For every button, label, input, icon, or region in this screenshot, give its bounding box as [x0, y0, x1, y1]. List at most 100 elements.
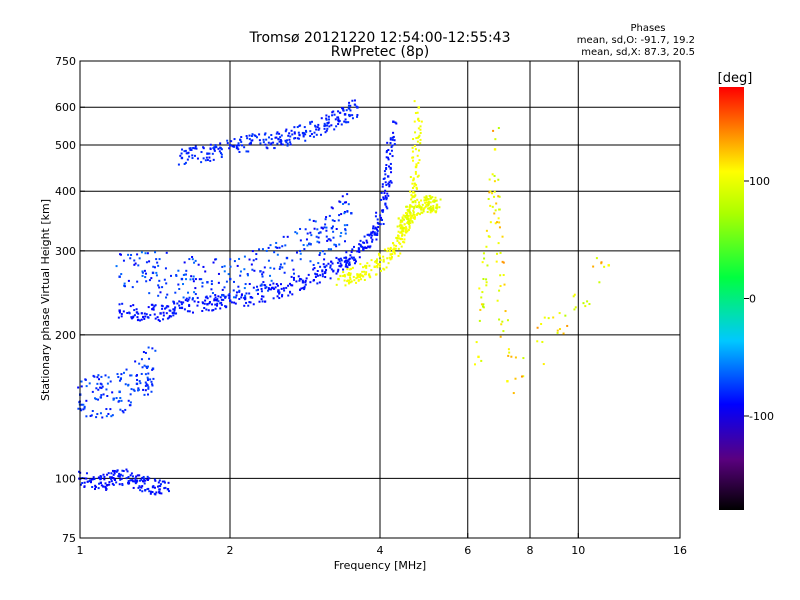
echo-point — [150, 303, 153, 306]
x-axis-label: Frequency [MHz] — [334, 559, 426, 572]
echo-point — [382, 196, 385, 199]
echo-point — [426, 210, 429, 213]
echo-point — [120, 273, 123, 276]
echo-point — [193, 300, 196, 303]
echo-point — [316, 282, 319, 285]
echo-point — [227, 273, 230, 276]
echo-point — [100, 387, 103, 390]
echo-point — [102, 485, 105, 488]
echo-point — [419, 142, 422, 145]
echo-point — [167, 305, 170, 308]
echo-point — [151, 347, 154, 350]
echo-point — [120, 399, 123, 402]
echo-point — [417, 149, 420, 152]
echo-point — [163, 481, 166, 484]
phases-x-stats: mean, sd,X: 87.3, 20.5 — [581, 47, 695, 58]
echo-point — [412, 216, 415, 219]
echo-point — [227, 294, 230, 297]
echo-point — [482, 252, 485, 255]
echo-point — [127, 480, 130, 483]
echo-point — [239, 139, 242, 142]
echo-point — [265, 286, 268, 289]
echo-point — [411, 150, 414, 153]
echo-point — [387, 182, 390, 185]
echo-point — [194, 293, 197, 296]
echo-point — [420, 211, 423, 214]
echo-point — [346, 260, 349, 263]
echo-point — [238, 257, 241, 260]
echo-point — [115, 265, 118, 268]
echo-point — [232, 289, 235, 292]
echo-point — [352, 245, 355, 248]
echo-point — [323, 125, 326, 128]
echo-point — [389, 258, 392, 261]
echo-point — [399, 226, 403, 230]
echo-point — [151, 271, 155, 275]
echo-point — [129, 305, 132, 308]
echo-point — [151, 367, 155, 370]
echo-point — [376, 266, 379, 269]
echo-point — [327, 118, 330, 121]
echo-point — [340, 264, 343, 267]
echo-point — [574, 306, 577, 309]
echo-point — [133, 314, 136, 317]
echo-point — [376, 228, 379, 231]
echo-point — [349, 272, 352, 275]
echo-point — [171, 312, 174, 315]
echo-point — [412, 159, 415, 162]
echo-point — [141, 485, 144, 488]
echo-point — [401, 233, 404, 236]
echo-point — [162, 311, 165, 314]
echo-point — [312, 219, 315, 222]
echo-point — [299, 258, 302, 261]
echo-point — [146, 475, 149, 478]
echo-point — [503, 283, 506, 286]
echo-point — [406, 209, 409, 212]
echo-point — [321, 275, 324, 278]
echo-point — [165, 296, 168, 299]
echo-point — [166, 293, 169, 296]
y-tick-label: 600 — [55, 101, 76, 114]
echo-point — [180, 277, 184, 281]
echo-point — [274, 246, 277, 249]
echo-point — [201, 281, 204, 284]
echo-point — [491, 173, 494, 176]
echo-point — [370, 234, 373, 237]
echo-point — [299, 249, 302, 252]
echo-point — [343, 120, 346, 123]
echo-point — [122, 310, 125, 313]
echo-point — [94, 397, 97, 400]
echo-point — [389, 248, 392, 251]
echo-point — [408, 207, 411, 210]
echo-point — [188, 258, 191, 261]
echo-point — [152, 485, 155, 488]
echo-point — [419, 138, 422, 141]
echo-point — [107, 472, 110, 475]
echo-point — [218, 150, 221, 153]
echo-point — [125, 368, 128, 371]
echo-point — [192, 278, 195, 281]
echo-point — [122, 411, 125, 414]
echo-point — [342, 268, 345, 271]
echo-point — [409, 213, 412, 216]
echo-point — [164, 267, 167, 270]
echo-point — [146, 367, 149, 370]
echo-point — [328, 125, 331, 128]
echo-point — [130, 388, 133, 391]
echo-point — [325, 229, 328, 232]
echo-point — [140, 251, 143, 254]
echo-point — [269, 288, 272, 291]
echo-point — [309, 260, 312, 263]
echo-point — [432, 205, 435, 208]
echo-point — [194, 287, 197, 290]
echo-point — [151, 383, 154, 386]
echo-point — [411, 146, 414, 149]
echo-point — [305, 277, 308, 280]
echo-point — [169, 309, 172, 312]
echo-point — [478, 287, 481, 290]
echo-point — [265, 249, 268, 252]
echo-point — [95, 416, 98, 419]
echo-point — [411, 156, 414, 159]
echo-point — [399, 237, 403, 241]
echo-point — [408, 226, 411, 229]
